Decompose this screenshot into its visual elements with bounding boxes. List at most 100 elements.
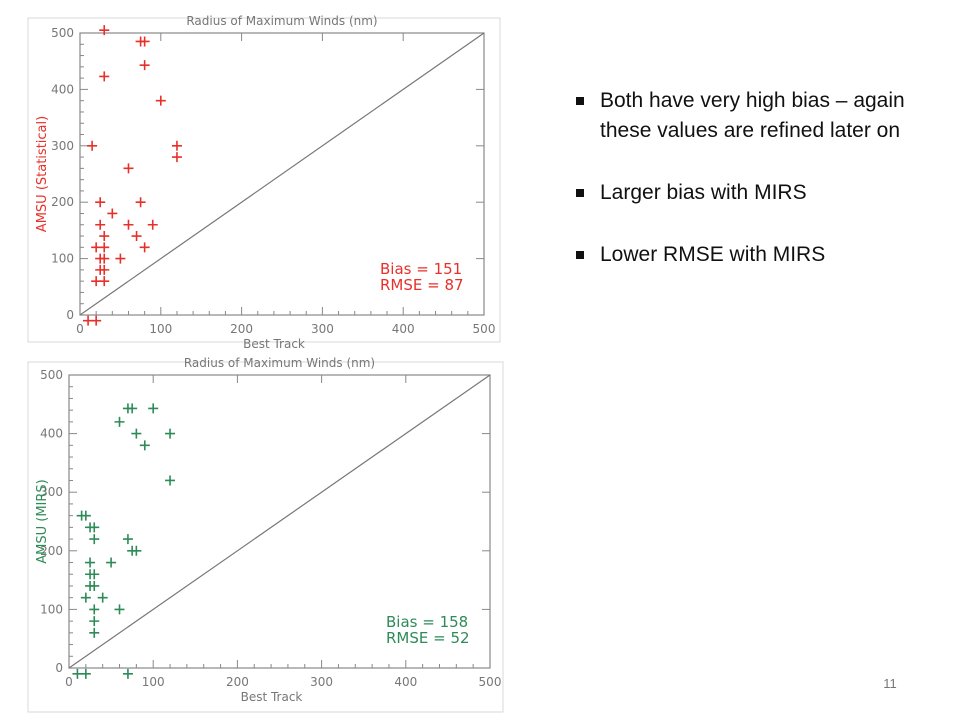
data-point bbox=[80, 510, 91, 521]
data-point bbox=[99, 25, 110, 36]
stat-annotation: Bias = 158 bbox=[386, 613, 468, 631]
x-tick-label: 400 bbox=[394, 675, 417, 689]
x-tick-label: 0 bbox=[76, 322, 84, 336]
data-point bbox=[114, 604, 125, 615]
chart-title: Radius of Maximum Winds (nm) bbox=[184, 356, 375, 370]
bullet-text: Lower RMSE with MIRS bbox=[600, 243, 826, 266]
data-point bbox=[171, 152, 182, 163]
data-point bbox=[147, 219, 158, 230]
data-point bbox=[95, 219, 106, 230]
data-point bbox=[99, 264, 110, 275]
image-frame bbox=[27, 17, 501, 343]
y-tick-label: 0 bbox=[66, 308, 74, 322]
data-point bbox=[89, 569, 100, 580]
y-axis-label: AMSU (Statistical) bbox=[35, 116, 50, 232]
x-axis-label: Best Track bbox=[241, 690, 303, 704]
bullet-text: Larger bias with MIRS bbox=[600, 181, 807, 204]
data-point bbox=[123, 219, 134, 230]
data-point bbox=[89, 534, 100, 545]
data-point bbox=[135, 197, 146, 208]
bullet-item: Larger bias with MIRS bbox=[572, 178, 912, 208]
data-point bbox=[89, 616, 100, 627]
y-tick-label: 400 bbox=[40, 427, 63, 441]
data-point bbox=[139, 60, 150, 71]
data-point bbox=[97, 592, 108, 603]
y-tick-label: 100 bbox=[51, 252, 74, 266]
data-point bbox=[131, 231, 142, 242]
data-point bbox=[139, 36, 150, 47]
y-tick-label: 0 bbox=[55, 661, 63, 675]
y-tick-label: 300 bbox=[40, 485, 63, 499]
y-tick-label: 500 bbox=[40, 368, 63, 382]
data-point bbox=[171, 140, 182, 151]
data-point bbox=[155, 95, 166, 106]
stat-annotation: Bias = 151 bbox=[380, 260, 462, 278]
x-tick-label: 100 bbox=[149, 322, 172, 336]
data-point bbox=[122, 668, 133, 679]
x-tick-label: 300 bbox=[311, 322, 334, 336]
stat-annotation: RMSE = 87 bbox=[380, 276, 464, 294]
y-tick-label: 300 bbox=[51, 139, 74, 153]
one-to-one-line bbox=[68, 374, 491, 669]
data-point bbox=[95, 197, 106, 208]
data-point bbox=[72, 668, 83, 679]
one-to-one-line bbox=[79, 32, 485, 316]
y-tick-label: 200 bbox=[40, 544, 63, 558]
data-point bbox=[131, 545, 142, 556]
data-point bbox=[127, 403, 138, 414]
y-tick-label: 200 bbox=[51, 195, 74, 209]
data-point bbox=[107, 208, 118, 219]
square-bullet-icon bbox=[576, 189, 584, 197]
data-point bbox=[89, 604, 100, 615]
y-axis-label: AMSU (MIRS) bbox=[35, 479, 50, 564]
data-point bbox=[99, 231, 110, 242]
data-point bbox=[89, 580, 100, 591]
data-point bbox=[87, 140, 98, 151]
y-tick-label: 100 bbox=[40, 602, 63, 616]
data-point bbox=[99, 276, 110, 287]
y-tick-label: 400 bbox=[51, 82, 74, 96]
data-point bbox=[114, 416, 125, 427]
x-tick-label: 500 bbox=[473, 322, 496, 336]
bullet-list: Both have very high bias – again these v… bbox=[572, 86, 912, 302]
data-point bbox=[123, 163, 134, 174]
square-bullet-icon bbox=[576, 97, 584, 105]
data-point bbox=[99, 71, 110, 82]
plot-area bbox=[79, 32, 485, 316]
data-point bbox=[89, 522, 100, 533]
x-tick-label: 500 bbox=[479, 675, 502, 689]
data-point bbox=[115, 253, 126, 264]
data-point bbox=[148, 403, 159, 414]
square-bullet-icon bbox=[576, 251, 584, 259]
image-frame bbox=[27, 361, 504, 713]
data-point bbox=[85, 557, 96, 568]
stat-annotation: RMSE = 52 bbox=[386, 629, 470, 647]
data-point bbox=[139, 242, 150, 253]
data-point bbox=[165, 428, 176, 439]
plot-area bbox=[68, 374, 491, 669]
data-point bbox=[106, 557, 117, 568]
data-point bbox=[91, 315, 102, 326]
scatter-chart-amsu-statistical: 0 100 200 300 400 500 0 100 200 300 400 500 Radius o… bbox=[27, 14, 501, 351]
x-tick-label: 0 bbox=[65, 675, 73, 689]
x-tick-label: 300 bbox=[310, 675, 333, 689]
scatter-chart-amsu-mirs: 0 100 200 300 400 500 0 100 200 300 400 500 Radius o… bbox=[27, 356, 504, 713]
data-point bbox=[139, 440, 150, 451]
x-tick-label: 100 bbox=[142, 675, 165, 689]
data-point bbox=[89, 627, 100, 638]
data-point bbox=[80, 668, 91, 679]
data-point bbox=[99, 253, 110, 264]
data-point bbox=[122, 534, 133, 545]
bullet-item: Lower RMSE with MIRS bbox=[572, 240, 912, 270]
data-point bbox=[131, 428, 142, 439]
data-point bbox=[80, 592, 91, 603]
bullet-item: Both have very high bias – again these v… bbox=[572, 86, 912, 146]
x-tick-label: 400 bbox=[392, 322, 415, 336]
x-tick-label: 200 bbox=[230, 322, 253, 336]
page-number: 11 bbox=[883, 676, 897, 691]
bullet-text: Both have very high bias – again these v… bbox=[600, 89, 905, 142]
x-tick-label: 200 bbox=[226, 675, 249, 689]
data-point bbox=[99, 242, 110, 253]
data-point bbox=[165, 475, 176, 486]
